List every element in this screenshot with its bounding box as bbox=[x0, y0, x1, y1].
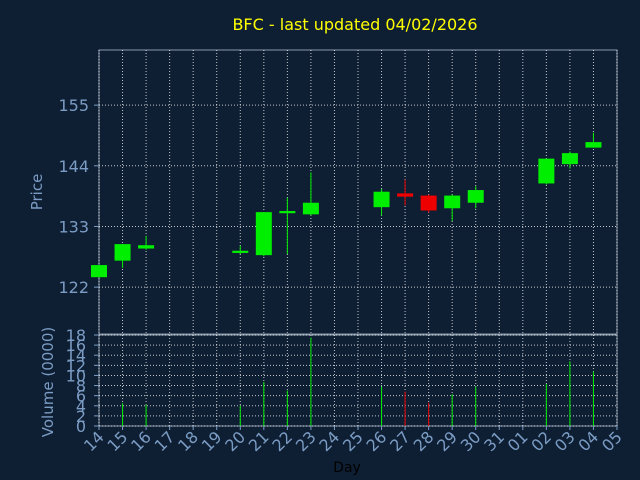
candle-body bbox=[467, 190, 484, 203]
price-tick-label: 144 bbox=[58, 157, 89, 176]
candle-body bbox=[279, 211, 296, 214]
volume-tick-label: 8 bbox=[76, 377, 86, 396]
volume-tick-label: 2 bbox=[76, 407, 86, 426]
volume-tick-label: 14 bbox=[66, 346, 86, 365]
candle-body bbox=[561, 153, 578, 165]
candle-body bbox=[373, 191, 390, 208]
price-tick-label: 155 bbox=[58, 96, 89, 115]
volume-tick-label: 18 bbox=[66, 326, 86, 345]
candle-body bbox=[232, 250, 249, 253]
chart-title: BFC - last updated 04/02/2026 bbox=[232, 15, 477, 34]
candle-body bbox=[91, 265, 107, 278]
volume-tick-label: 6 bbox=[76, 387, 86, 406]
candle-body bbox=[444, 195, 461, 209]
price-tick-label: 122 bbox=[58, 278, 89, 297]
volume-tick-label: 16 bbox=[66, 336, 86, 355]
volume-tick-label: 12 bbox=[66, 356, 86, 375]
volume-tick-label: 10 bbox=[66, 366, 86, 385]
candle-body bbox=[585, 142, 602, 148]
price-axis-label: Price bbox=[28, 174, 46, 211]
x-axis-label: Day bbox=[333, 460, 361, 476]
candle-body bbox=[302, 202, 319, 215]
candle-body bbox=[420, 195, 437, 211]
candle-body bbox=[114, 244, 131, 261]
candle-body bbox=[255, 212, 272, 256]
volume-axis-label: Volume (0000) bbox=[39, 327, 57, 437]
candle-body bbox=[397, 193, 414, 197]
volume-tick-label: 0 bbox=[76, 417, 86, 436]
candle-body bbox=[538, 158, 555, 184]
x-axis: 1415161718192021222324252627282930310102… bbox=[80, 426, 626, 455]
price-panel: 122 133 144 155 bbox=[58, 49, 618, 335]
price-tick-label: 133 bbox=[58, 217, 89, 236]
candle-body bbox=[138, 245, 155, 249]
x-tick-label: 05 bbox=[598, 427, 626, 455]
volume-tick-label: 4 bbox=[76, 397, 86, 416]
